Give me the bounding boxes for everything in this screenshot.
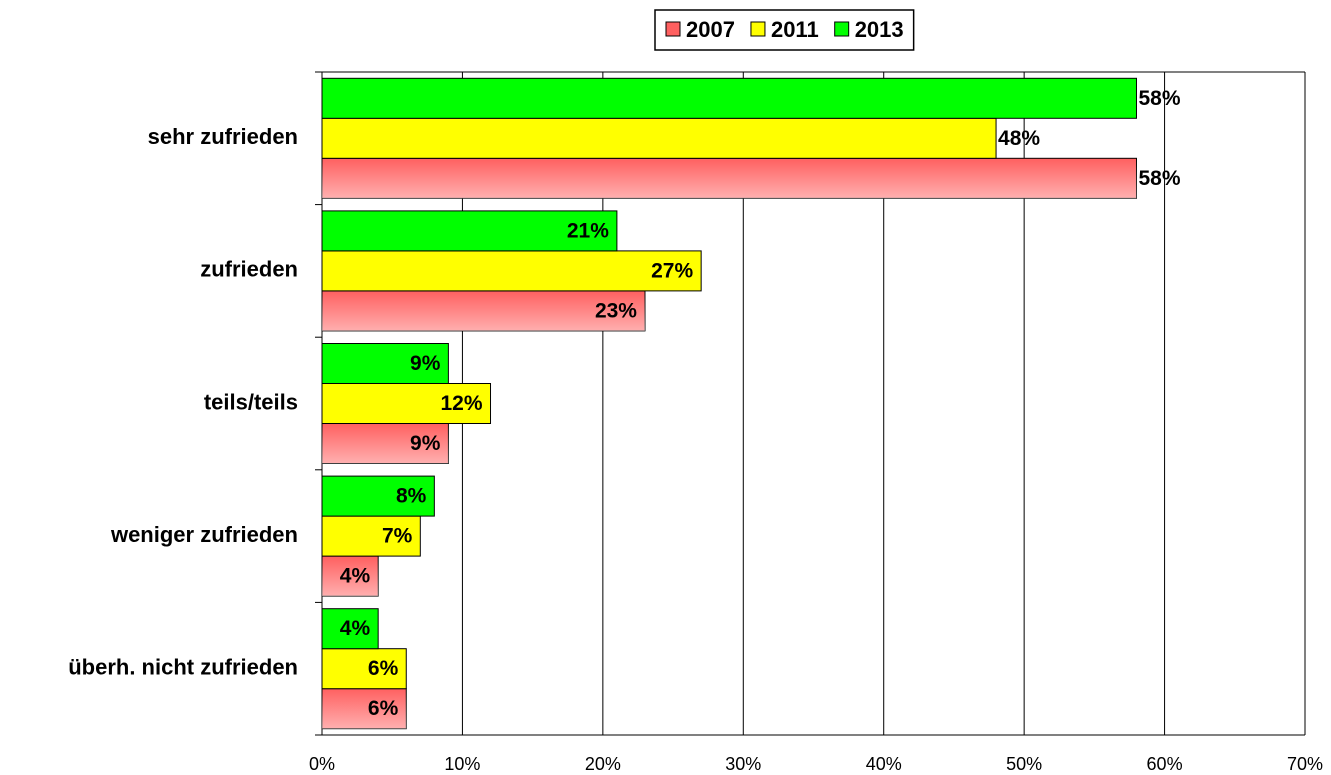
bar xyxy=(321,608,379,650)
bar xyxy=(321,475,435,517)
category-label: zufrieden xyxy=(200,257,298,282)
data-label: 58% xyxy=(1138,87,1180,110)
bar-group xyxy=(321,648,407,690)
legend-swatch xyxy=(750,21,766,37)
data-label: 58% xyxy=(1138,167,1180,190)
bar-group xyxy=(321,343,449,384)
data-label: 6% xyxy=(368,657,399,680)
bar xyxy=(321,648,407,690)
bar-group xyxy=(321,688,407,730)
bar-group xyxy=(321,117,997,159)
bar-group xyxy=(321,383,492,424)
bar-group xyxy=(321,555,379,597)
bar-group xyxy=(321,290,646,332)
data-label: 7% xyxy=(382,525,413,548)
x-tick-label: 20% xyxy=(585,754,621,774)
bar xyxy=(321,383,492,424)
bar-group xyxy=(321,77,1137,119)
x-tick-label: 30% xyxy=(725,754,761,774)
legend: 2007 2011 2013 xyxy=(654,9,915,51)
data-label: 8% xyxy=(396,485,427,508)
legend-label: 2013 xyxy=(855,17,904,42)
data-label: 6% xyxy=(368,697,399,720)
legend-label: 2007 xyxy=(686,17,735,42)
bar xyxy=(321,250,702,292)
bar-group xyxy=(321,608,379,650)
bar-shade xyxy=(322,423,449,464)
data-label: 4% xyxy=(340,565,371,588)
data-label: 12% xyxy=(440,392,482,415)
data-label: 21% xyxy=(567,219,609,242)
x-tick-label: 50% xyxy=(1006,754,1042,774)
bar xyxy=(321,210,618,252)
x-tick-label: 10% xyxy=(444,754,480,774)
legend-box xyxy=(654,9,915,51)
bar-shade xyxy=(322,556,379,597)
bar xyxy=(321,77,1137,119)
data-label: 27% xyxy=(651,259,693,282)
data-label: 9% xyxy=(410,432,441,455)
x-tick-label: 40% xyxy=(866,754,902,774)
bar-group xyxy=(321,423,449,464)
bar-shade xyxy=(322,290,645,331)
bar-group xyxy=(321,475,435,517)
category-label: teils/teils xyxy=(204,389,298,414)
x-tick-label: 70% xyxy=(1287,754,1323,774)
data-label: 48% xyxy=(998,127,1040,150)
data-label: 23% xyxy=(595,299,637,322)
bar xyxy=(321,117,997,159)
bar-group xyxy=(321,157,1137,199)
category-label: sehr zufrieden xyxy=(148,124,298,149)
legend-swatch xyxy=(834,21,850,37)
bar-shade xyxy=(322,688,407,729)
bar-group xyxy=(321,210,618,252)
category-label: weniger zufrieden xyxy=(110,522,298,547)
bar-group xyxy=(321,250,702,292)
category-label: überh. nicht zufrieden xyxy=(68,655,298,680)
x-tick-label: 0% xyxy=(309,754,335,774)
data-label: 4% xyxy=(340,617,371,640)
x-tick-label: 60% xyxy=(1147,754,1183,774)
legend-label: 2011 xyxy=(771,17,819,42)
data-label: 9% xyxy=(410,352,441,375)
bar-shade xyxy=(322,158,1137,199)
legend-swatch xyxy=(665,21,681,37)
bar xyxy=(321,343,449,384)
